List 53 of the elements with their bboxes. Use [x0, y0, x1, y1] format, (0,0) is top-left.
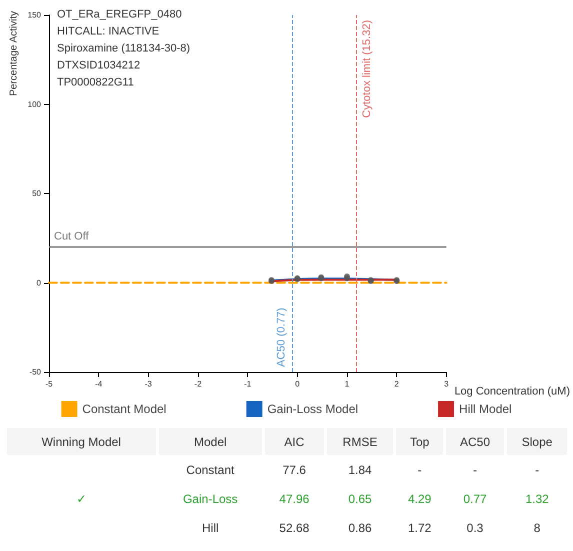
category-label: AIC: [265, 428, 324, 455]
text: 0.77: [463, 492, 487, 506]
ref-line-label: Cut Off: [54, 230, 90, 243]
legend-label: Hill Model: [459, 402, 512, 416]
text: 47.96: [279, 492, 310, 506]
y-tick-label: -50: [29, 368, 42, 376]
x-tick-label: 3: [444, 380, 450, 388]
annotation: DTXSID1034212: [57, 60, 140, 72]
y-tick-label: 100: [28, 100, 42, 109]
text: 0.65: [348, 492, 372, 506]
x-tick-label: -2: [194, 380, 202, 388]
text: 0.86: [348, 520, 372, 534]
text: ✓: [76, 492, 86, 506]
legend-label: Constant Model: [82, 402, 166, 416]
category-label: AC50: [446, 428, 504, 455]
text: -: [535, 462, 540, 476]
y-tick-label: 150: [28, 10, 42, 20]
category-label: Top: [396, 428, 443, 455]
category-label: Winning Model: [7, 428, 156, 455]
category-label: RMSE: [326, 428, 394, 455]
category-label: Slope: [507, 428, 567, 455]
x-tick-label: -4: [95, 380, 103, 388]
x-tick-label: 1: [344, 380, 350, 388]
annotation: TP0000822G11: [57, 76, 134, 88]
category-label: Model: [158, 428, 262, 455]
y-axis-title: Percentage Activity: [8, 11, 20, 96]
x-tick-label: -3: [144, 380, 152, 388]
annotation: Spiroxamine (118134-30-8): [57, 42, 190, 54]
text: 8: [534, 520, 540, 534]
ref-line-label: Cytotox limit (15.32): [360, 20, 373, 118]
text: Constant: [186, 462, 234, 476]
text: Hill: [202, 520, 219, 534]
y-tick-label: 50: [32, 189, 42, 198]
legend-label: Gain-Loss Model: [267, 402, 358, 416]
x-tick-label: 2: [394, 380, 400, 388]
x-tick-label: 0: [295, 380, 300, 388]
text: 77.6: [282, 462, 306, 476]
x-axis-title: Log Concentration (uM): [454, 386, 570, 398]
text: -: [473, 462, 478, 476]
ref-line-label: AC50 (0.77): [275, 308, 288, 367]
text: 1.32: [525, 492, 549, 506]
annotation: HITCALL: INACTIVE: [57, 26, 160, 38]
x-tick-label: -1: [244, 380, 252, 388]
text: -: [418, 462, 422, 476]
annotation: OT_ERa_EREGFP_0480: [57, 8, 182, 20]
text: 52.68: [279, 520, 310, 534]
text: 1.72: [408, 520, 432, 534]
text: 0.3: [466, 520, 484, 534]
text: 4.29: [408, 492, 432, 506]
text: Gain-Loss: [182, 492, 238, 506]
text: 1.84: [348, 462, 372, 476]
y-tick-label: 0: [36, 278, 42, 288]
x-tick-label: -5: [45, 380, 54, 388]
